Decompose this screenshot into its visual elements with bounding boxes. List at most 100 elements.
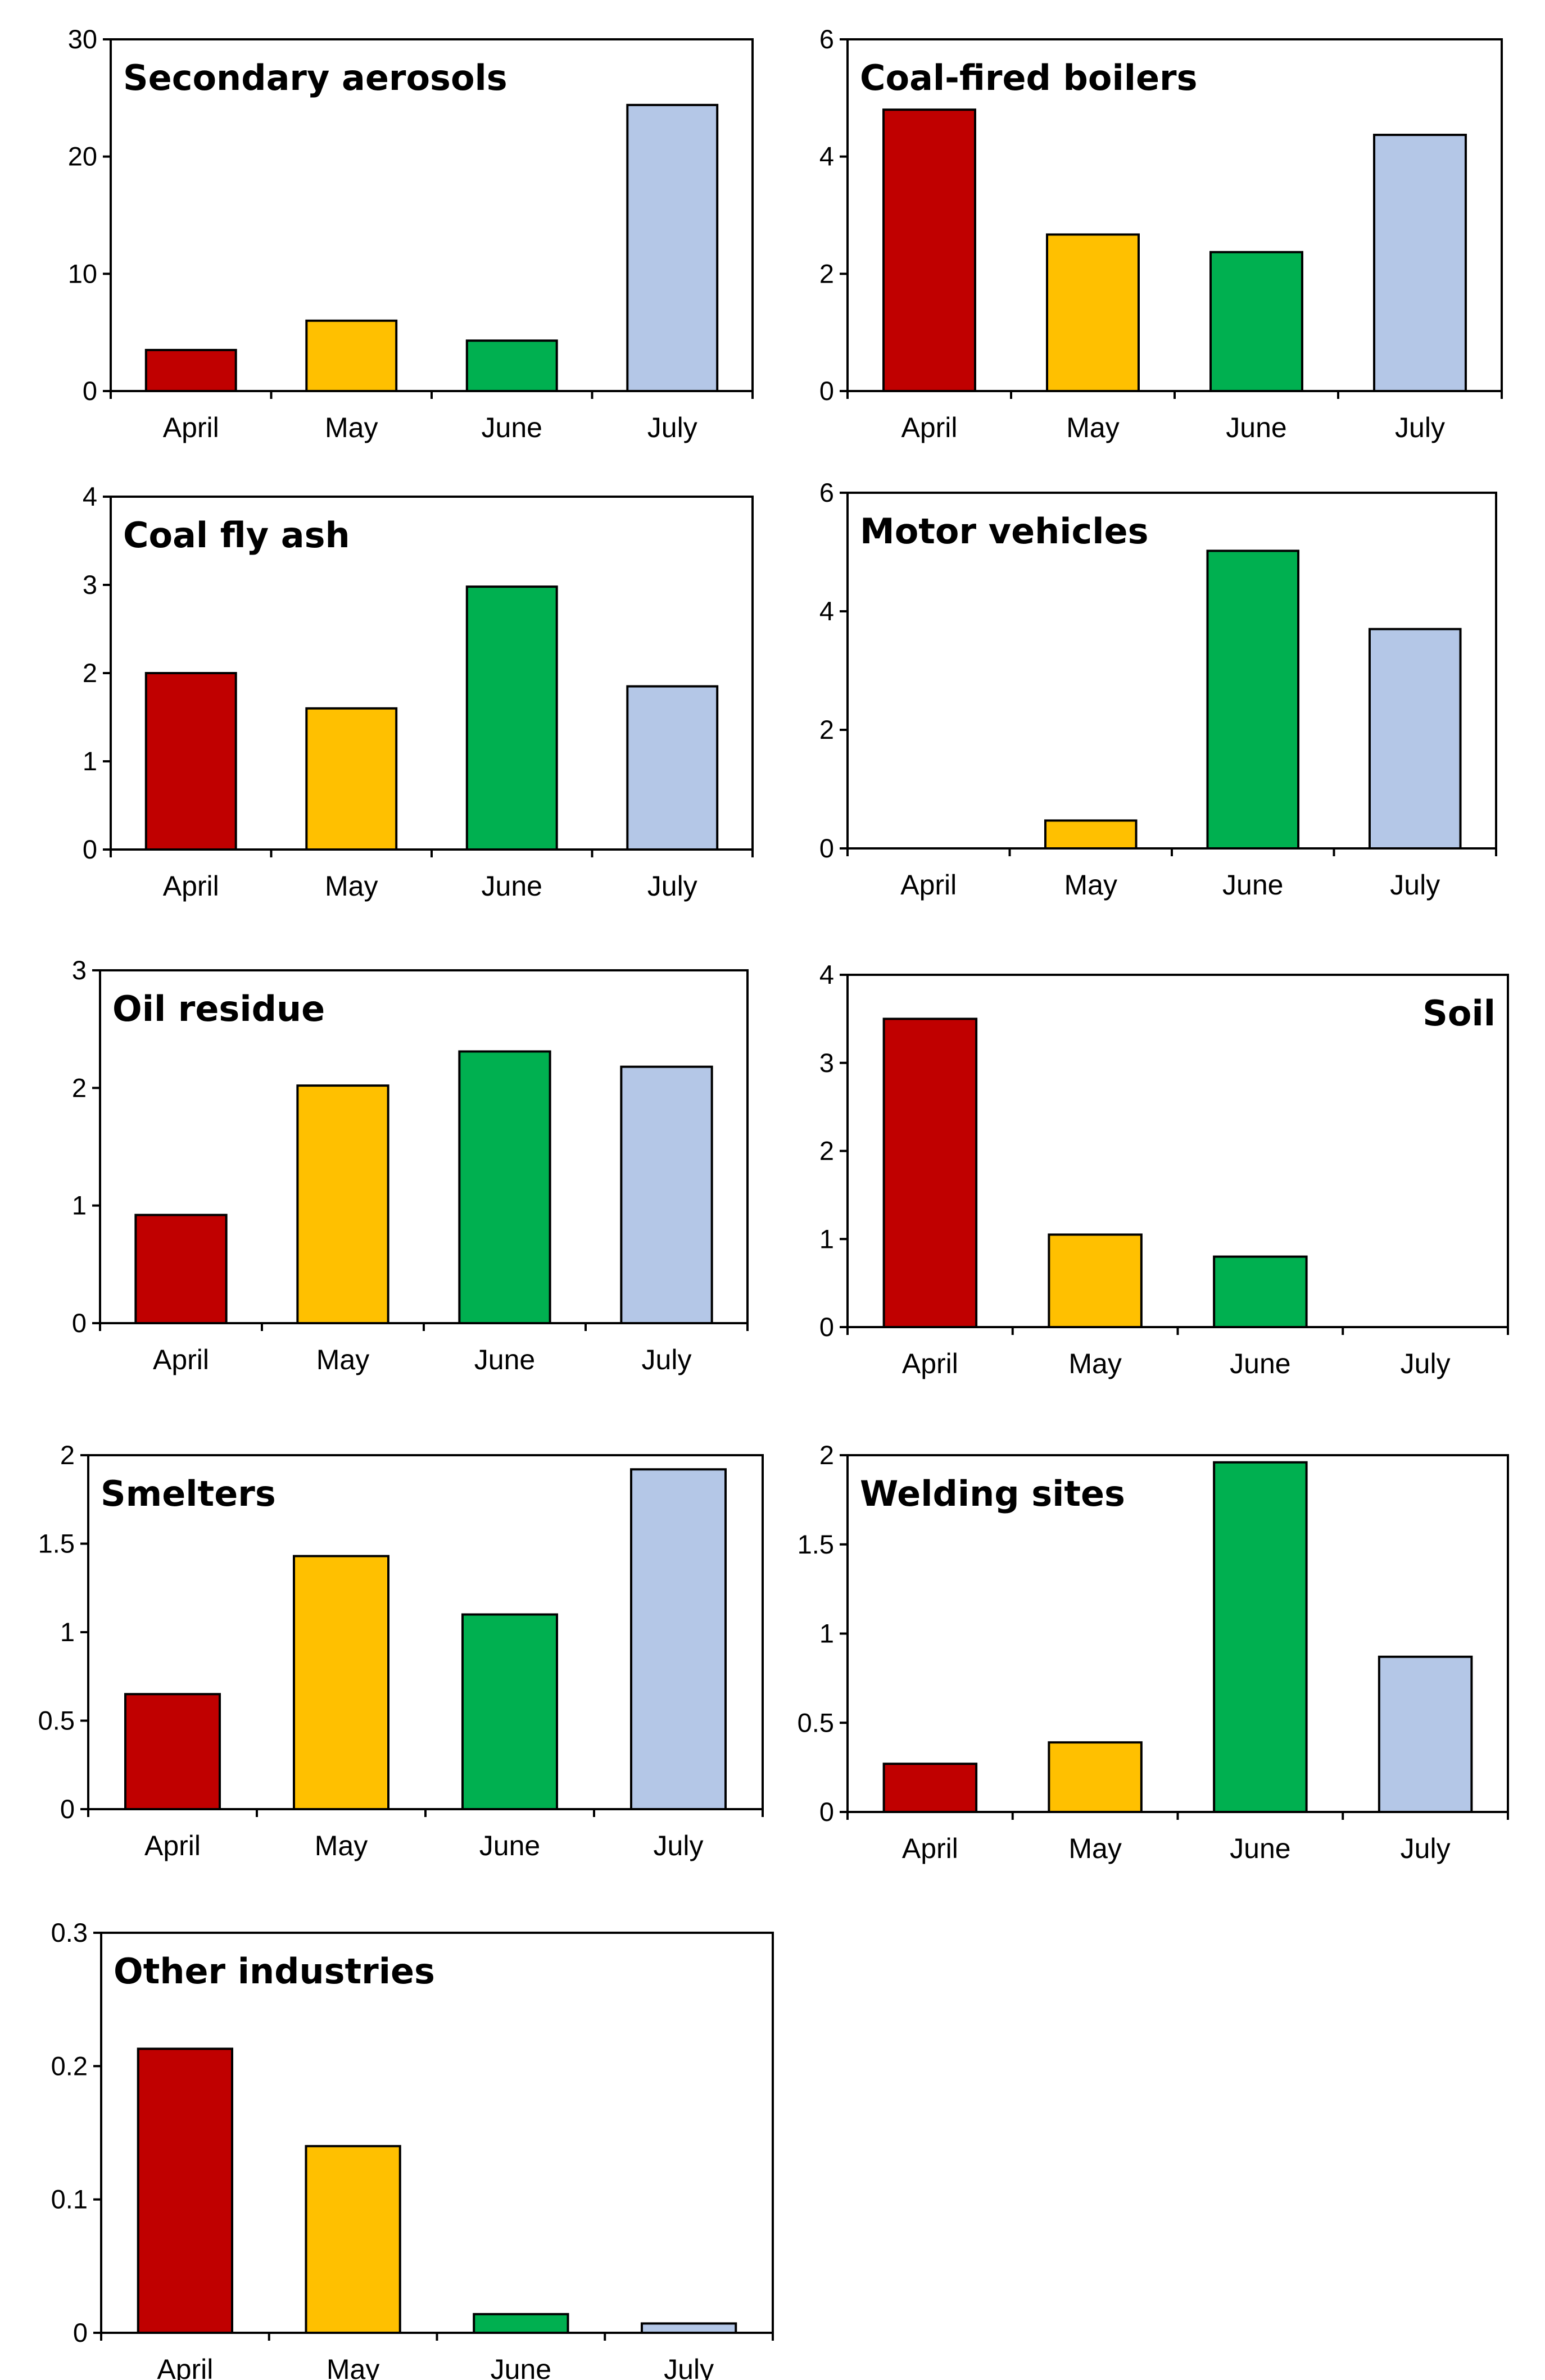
x-category-label: June	[1230, 1833, 1290, 1864]
x-category-label: July	[654, 1830, 704, 1861]
chart-panel-9: 0 0.1 0.2 0.3 April May June July Other industri…	[51, 1918, 774, 2380]
y-tick-label: 0	[819, 833, 834, 863]
y-tick-label: 4	[819, 142, 834, 171]
y-tick-label: 1	[819, 1224, 834, 1253]
x-category-label: May	[316, 1344, 369, 1375]
x-category-label: May	[1068, 1348, 1121, 1379]
bar-april	[134, 1214, 228, 1324]
bar-july	[626, 103, 719, 392]
chart-panel-4: 0 2 4 6 April May June July Motor vehicles	[819, 478, 1497, 901]
x-category-label: April	[144, 1830, 201, 1861]
x-category-label: June	[474, 1344, 535, 1375]
bar-june	[465, 585, 558, 851]
panel-title: Soil	[1422, 993, 1496, 1034]
panel-title: Coal fly ash	[123, 515, 350, 556]
x-category-label: May	[315, 1830, 368, 1861]
bar-april	[144, 348, 237, 393]
x-category-label: May	[325, 412, 378, 443]
bar-june	[458, 1050, 551, 1324]
x-category-label: May	[325, 870, 378, 902]
y-tick-label: 4	[83, 482, 97, 511]
x-category-label: April	[902, 1348, 958, 1379]
y-tick-label: 3	[819, 1048, 834, 1078]
y-tick-label: 0	[83, 834, 97, 864]
x-category-label: July	[647, 870, 697, 902]
y-tick-label: 1	[72, 1191, 87, 1220]
y-tick-label: 1	[60, 1617, 75, 1647]
y-tick-label: 0	[819, 376, 834, 406]
y-tick-label: 0	[73, 2318, 88, 2347]
y-tick-label: 0	[819, 1312, 834, 1342]
x-category-label: April	[163, 412, 219, 443]
panel-title: Secondary aerosols	[123, 57, 508, 98]
bar-july	[626, 685, 719, 851]
x-category-label: June	[491, 2354, 551, 2380]
bar-april	[882, 1763, 978, 1813]
panel-title: Welding sites	[860, 1473, 1125, 1514]
panel-title: Other industries	[114, 1951, 435, 1992]
bar-july	[1368, 628, 1462, 850]
y-tick-label: 2	[72, 1073, 87, 1102]
y-tick-label: 6	[819, 478, 834, 507]
y-tick-label: 0.5	[38, 1706, 75, 1736]
x-category-label: July	[1401, 1833, 1451, 1864]
bar-july	[640, 2322, 737, 2334]
x-category-label: April	[902, 1833, 958, 1864]
y-tick-label: 0.3	[51, 1918, 88, 1947]
y-tick-label: 2	[819, 1136, 834, 1166]
y-tick-label: 0	[60, 1794, 75, 1824]
bar-may	[305, 2145, 401, 2334]
x-category-label: June	[479, 1830, 540, 1861]
panel-title: Oil residue	[112, 988, 325, 1029]
panel-title: Motor vehicles	[860, 511, 1149, 552]
bar-june	[1209, 251, 1303, 393]
x-category-label: June	[1222, 869, 1283, 901]
bar-may	[1044, 819, 1138, 850]
bar-may	[305, 319, 398, 392]
x-category-label: June	[482, 870, 542, 902]
bar-june	[473, 2313, 569, 2334]
y-tick-label: 0	[819, 1797, 834, 1827]
y-tick-label: 30	[68, 24, 97, 54]
x-category-label: May	[1064, 869, 1117, 901]
y-tick-label: 0.1	[51, 2184, 88, 2214]
bar-april	[124, 1693, 221, 1810]
y-tick-label: 1	[83, 746, 97, 776]
chart-panel-2: 0 2 4 6 April May June July Coal-fired boilers	[819, 24, 1503, 443]
x-category-label: May	[327, 2354, 379, 2380]
x-category-label: May	[1068, 1833, 1121, 1864]
bar-june	[465, 339, 558, 392]
y-tick-label: 1.5	[798, 1529, 834, 1559]
x-category-label: April	[901, 412, 957, 443]
x-category-label: June	[482, 412, 542, 443]
bar-april	[137, 2047, 234, 2334]
x-category-label: April	[157, 2354, 213, 2380]
y-tick-label: 6	[819, 24, 834, 54]
x-category-label: July	[664, 2354, 714, 2380]
y-tick-label: 3	[83, 570, 97, 599]
x-category-label: April	[153, 1344, 209, 1375]
chart-panel-7: 0 0.5 1 1.5 2 April May June July Smelters	[38, 1440, 764, 1861]
bar-june	[1206, 549, 1300, 850]
x-category-label: May	[1066, 412, 1119, 443]
chart-panel-3: 0 1 2 3 4 April May June July Coal fly ash	[83, 482, 754, 902]
x-category-label: April	[163, 870, 219, 902]
x-category-label: April	[900, 869, 957, 901]
x-category-label: July	[1401, 1348, 1451, 1379]
bar-april	[882, 1018, 978, 1328]
panel-title: Smelters	[101, 1473, 276, 1514]
chart-panel-6: 0 1 2 3 4 April May June July Soil	[819, 960, 1509, 1379]
y-tick-label: 4	[819, 960, 834, 989]
y-tick-label: 4	[819, 596, 834, 626]
x-category-label: July	[642, 1344, 692, 1375]
y-tick-label: 10	[68, 258, 97, 288]
bar-april	[144, 672, 237, 851]
y-tick-label: 2	[819, 715, 834, 744]
bar-may	[1046, 233, 1140, 392]
bar-july	[1373, 134, 1467, 393]
y-tick-label: 1	[819, 1619, 834, 1648]
bar-july	[1378, 1655, 1473, 1813]
y-tick-label: 2	[83, 658, 97, 688]
chart-panel-1: 0 10 20 30 April May June July Secondary aerosol…	[68, 24, 754, 443]
